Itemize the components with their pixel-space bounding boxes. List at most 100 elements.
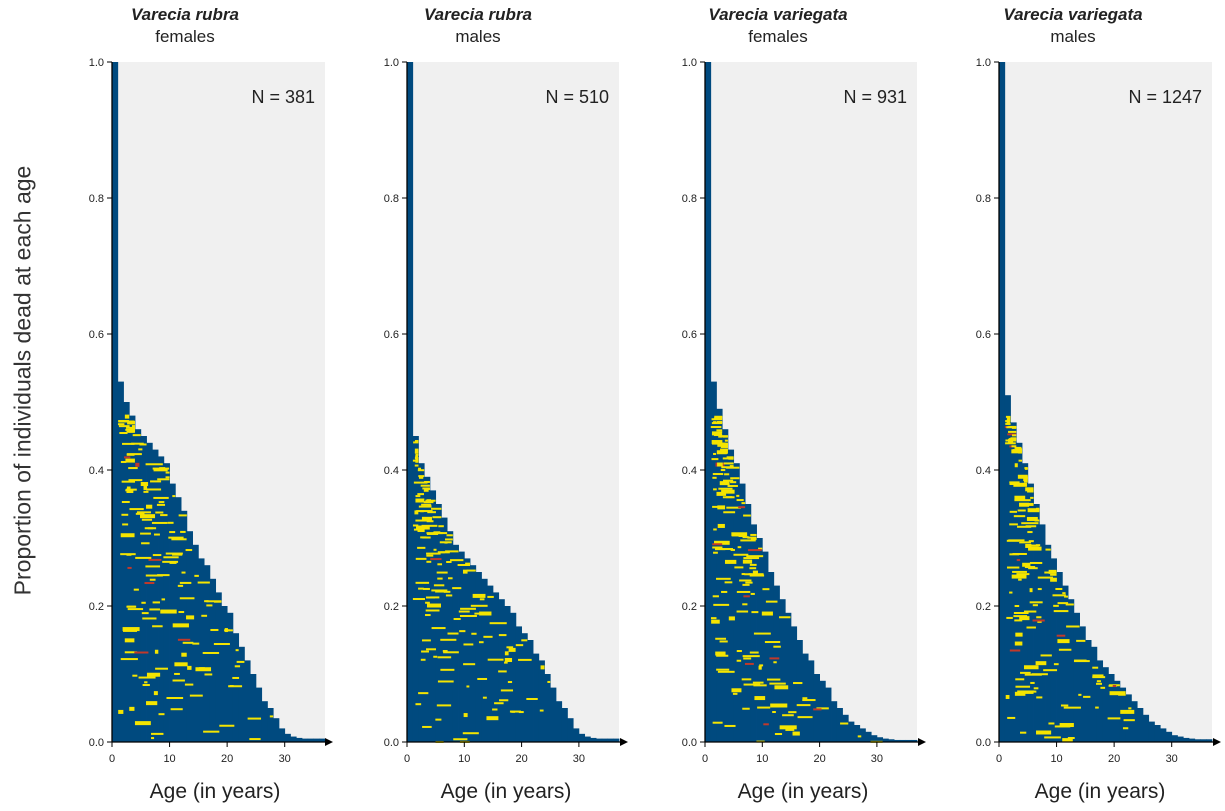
living-mark xyxy=(716,654,729,657)
living-mark xyxy=(716,421,723,424)
living-mark xyxy=(472,593,486,598)
living-mark xyxy=(141,518,153,521)
y-tick-label: 0.4 xyxy=(976,465,991,477)
living-mark xyxy=(1014,446,1022,449)
living-mark xyxy=(462,732,479,735)
living-mark xyxy=(1092,666,1099,669)
living-mark xyxy=(463,713,468,718)
living-mark xyxy=(413,481,428,484)
living-mark xyxy=(420,658,426,661)
y-tick-label: 0.6 xyxy=(682,329,697,341)
living-mark xyxy=(713,603,730,606)
panel-title-species: Varecia variegata xyxy=(708,5,848,24)
bar xyxy=(1119,687,1127,742)
living-mark xyxy=(143,490,149,493)
living-mark xyxy=(1018,459,1023,462)
living-mark xyxy=(712,543,723,546)
living-mark xyxy=(158,713,165,716)
living-mark xyxy=(1066,625,1080,628)
bar xyxy=(412,436,419,742)
bar xyxy=(607,738,614,742)
living-mark xyxy=(1023,610,1037,613)
bar xyxy=(244,660,251,742)
y-tick-label: 0.6 xyxy=(89,329,104,341)
bar xyxy=(779,599,786,742)
bar xyxy=(819,680,826,742)
living-mark xyxy=(432,516,442,519)
living-mark xyxy=(118,420,129,423)
living-mark xyxy=(1005,439,1017,442)
living-mark xyxy=(729,465,734,468)
bar xyxy=(739,483,746,742)
living-mark xyxy=(437,551,445,554)
living-mark xyxy=(417,493,424,496)
living-mark xyxy=(759,664,764,667)
living-mark xyxy=(1006,539,1020,542)
bar xyxy=(1200,739,1207,742)
living-mark xyxy=(1053,610,1069,613)
living-mark xyxy=(1043,669,1058,672)
living-mark xyxy=(421,524,438,527)
living-mark xyxy=(1078,693,1082,696)
living-mark xyxy=(716,668,730,671)
living-mark xyxy=(1014,499,1031,502)
living-mark xyxy=(1096,680,1101,683)
living-mark xyxy=(716,577,731,580)
living-mark xyxy=(712,595,719,598)
living-mark xyxy=(126,491,134,494)
living-mark xyxy=(1037,576,1054,579)
living-mark xyxy=(159,467,166,470)
bar xyxy=(888,739,895,742)
living-mark xyxy=(187,665,192,670)
living-mark xyxy=(133,588,139,591)
living-mark xyxy=(1007,433,1017,436)
living-mark xyxy=(414,440,419,443)
living-mark xyxy=(1009,510,1018,513)
living-mark xyxy=(415,498,425,503)
living-mark xyxy=(479,598,485,601)
living-mark xyxy=(1060,704,1069,707)
bar xyxy=(273,718,280,742)
living-mark xyxy=(463,643,474,646)
bar xyxy=(481,578,488,742)
living-mark xyxy=(1064,595,1069,598)
living-mark xyxy=(174,672,180,675)
living-mark xyxy=(129,508,144,511)
bar xyxy=(301,738,309,742)
bar xyxy=(842,714,849,742)
living-mark xyxy=(518,711,524,714)
living-mark xyxy=(511,710,516,713)
living-mark xyxy=(1030,509,1040,512)
living-mark xyxy=(134,651,149,654)
living-mark xyxy=(1030,681,1035,684)
bar xyxy=(296,737,303,742)
living-mark xyxy=(426,532,443,535)
x-tick-label: 10 xyxy=(1050,753,1062,765)
living-mark xyxy=(134,721,151,726)
living-mark xyxy=(150,480,162,483)
living-mark xyxy=(149,578,156,581)
bar xyxy=(441,517,448,742)
living-mark xyxy=(447,577,453,580)
panel-title-species: Varecia rubra xyxy=(423,5,533,24)
living-mark xyxy=(118,709,124,714)
bar xyxy=(198,558,205,742)
bars xyxy=(705,62,918,742)
living-mark xyxy=(415,557,427,560)
living-mark xyxy=(145,565,161,568)
y-tick-label: 0.2 xyxy=(89,601,104,613)
chart-svg: 0.0 0.2 0.4 0.6 0.8 1.0 0 10 20 30 N = 510 xyxy=(384,57,628,765)
bar xyxy=(1096,660,1104,742)
living-mark xyxy=(185,549,193,552)
living-mark xyxy=(1006,616,1013,619)
living-mark xyxy=(126,486,131,491)
living-mark xyxy=(710,617,717,620)
living-mark xyxy=(118,425,130,428)
living-mark xyxy=(179,581,192,584)
living-mark xyxy=(127,422,136,425)
living-mark xyxy=(197,581,210,584)
bar xyxy=(567,718,574,742)
living-mark xyxy=(1014,619,1023,622)
bar xyxy=(750,524,757,742)
living-mark xyxy=(504,658,513,663)
